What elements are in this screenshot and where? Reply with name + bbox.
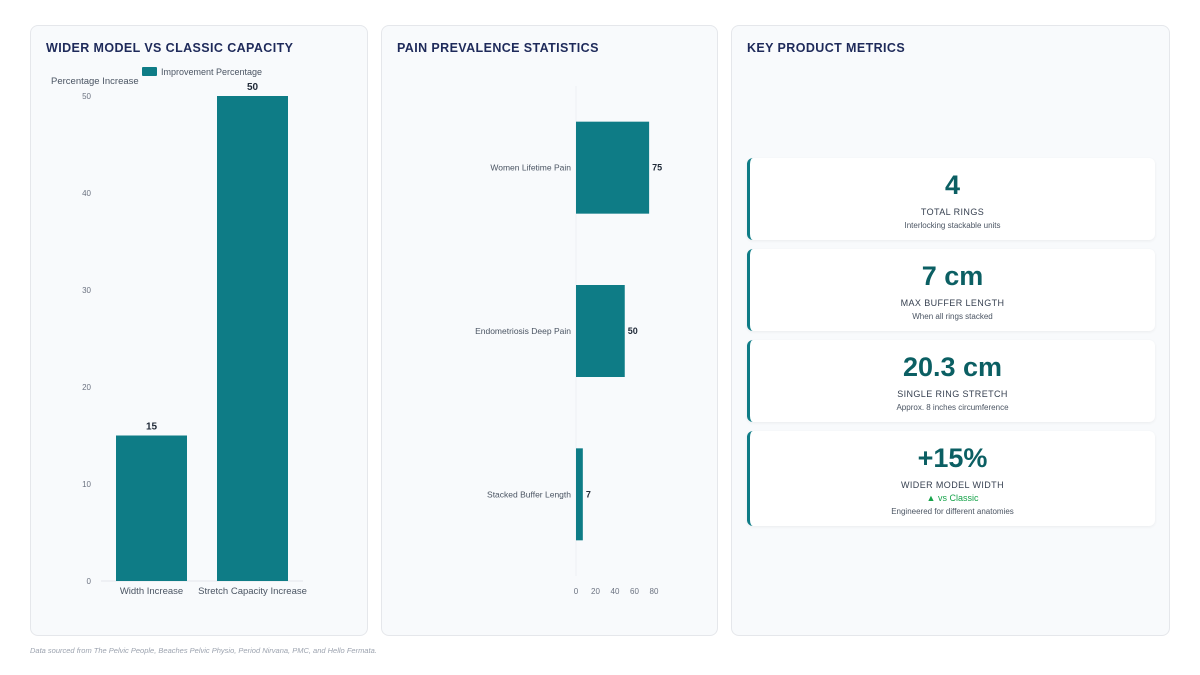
metric-label: MAX BUFFER LENGTH — [900, 298, 1005, 308]
y-tick-label: 30 — [82, 286, 91, 295]
data-source-note: Data sourced from The Pelvic People, Bea… — [30, 646, 377, 655]
x-tick-label: 20 — [591, 587, 600, 596]
y-tick-label: 50 — [82, 92, 91, 101]
metric-value: 7 cm — [921, 261, 984, 291]
y-tick-label: 20 — [82, 383, 91, 392]
x-tick-label: 80 — [650, 587, 659, 596]
metric-label: TOTAL RINGS — [920, 207, 985, 217]
y-tick-label: 0 — [87, 577, 92, 586]
capacity-bar-chart: Improvement Percentage Percentage Increas… — [51, 67, 307, 597]
metric-desc: Interlocking stackable units — [904, 221, 1001, 230]
bar-data-label: 75 — [652, 163, 662, 173]
bar — [116, 435, 187, 581]
metric-label: WIDER MODEL WIDTH — [901, 480, 1004, 490]
bar — [576, 448, 583, 541]
metrics-panel: KEY PRODUCT METRICS 4 TOTAL RINGS Interl… — [731, 25, 1170, 636]
y-tick-label: 40 — [82, 189, 91, 198]
y-tick-label: Women Lifetime Pain — [490, 163, 571, 173]
y-tick-label: Stacked Buffer Length — [487, 489, 571, 499]
pain-chart-title: PAIN PREVALENCE STATISTICS — [397, 41, 599, 55]
metric-value: 4 — [944, 170, 961, 200]
metric-value: +15% — [917, 443, 988, 473]
y-axis-label: Percentage Increase — [51, 76, 139, 87]
x-tick-label: 60 — [630, 587, 639, 596]
metric-card-total-rings: 4 TOTAL RINGS Interlocking stackable uni… — [747, 158, 1155, 240]
metric-card-wider-width: +15% WIDER MODEL WIDTH ▲ vs Classic Engi… — [747, 431, 1155, 526]
bar-data-label: 50 — [247, 82, 259, 93]
metric-card-max-buffer: 7 cm MAX BUFFER LENGTH When all rings st… — [747, 249, 1155, 331]
capacity-chart-panel: WIDER MODEL VS CLASSIC CAPACITY Improvem… — [30, 25, 368, 636]
metric-label: SINGLE RING STRETCH — [897, 389, 1008, 399]
metric-card-ring-stretch: 20.3 cm SINGLE RING STRETCH Approx. 8 in… — [747, 340, 1155, 422]
x-tick-label: Width Increase — [120, 586, 183, 597]
bar-data-label: 50 — [628, 326, 638, 336]
bar-data-label: 15 — [146, 422, 158, 433]
x-tick-label: Stretch Capacity Increase — [198, 586, 307, 597]
metric-desc: Approx. 8 inches circumference — [896, 403, 1009, 412]
y-tick-label: 10 — [82, 480, 91, 489]
bar-data-label: 7 — [586, 489, 591, 499]
metric-desc: When all rings stacked — [912, 312, 993, 321]
capacity-chart-title: WIDER MODEL VS CLASSIC CAPACITY — [46, 41, 294, 55]
metric-value: 20.3 cm — [902, 352, 1003, 382]
metric-desc: Engineered for different anatomies — [891, 507, 1014, 516]
bar — [217, 96, 288, 581]
pain-chart-panel: PAIN PREVALENCE STATISTICS 75 Women Lifet… — [381, 25, 718, 636]
bar — [576, 285, 625, 377]
metric-delta-badge: ▲ vs Classic — [926, 493, 979, 503]
y-tick-label: Endometriosis Deep Pain — [475, 326, 571, 336]
pain-bar-chart: 75 Women Lifetime Pain 50 Endometriosis Dee… — [475, 86, 662, 596]
x-tick-label: 0 — [574, 587, 579, 596]
metrics-title: KEY PRODUCT METRICS — [747, 41, 906, 55]
legend-swatch — [142, 67, 157, 76]
legend-label: Improvement Percentage — [161, 67, 262, 77]
bar — [576, 121, 650, 214]
x-tick-label: 40 — [611, 587, 620, 596]
